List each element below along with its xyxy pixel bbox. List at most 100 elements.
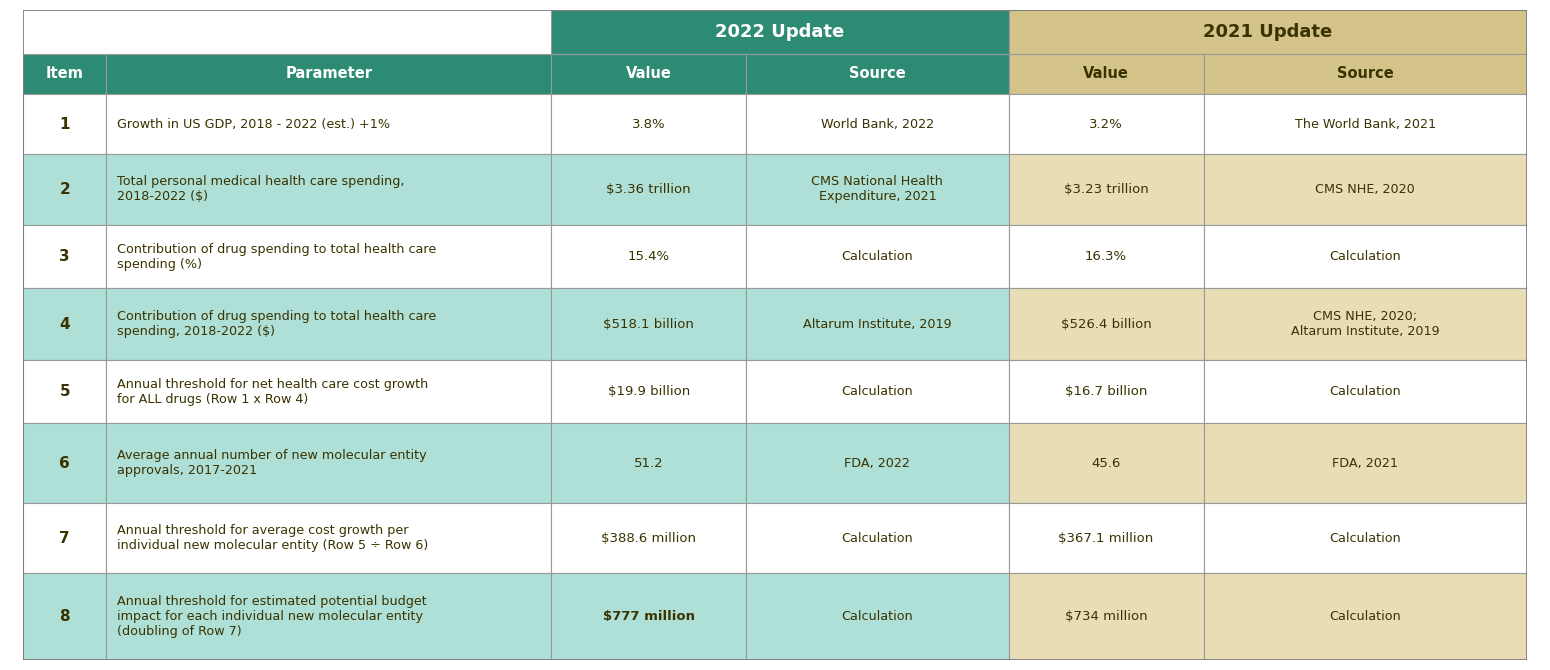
Text: 4: 4 <box>59 317 70 332</box>
Bar <box>23 10 552 54</box>
Bar <box>105 503 552 573</box>
Text: 5: 5 <box>59 384 70 399</box>
Text: $388.6 million: $388.6 million <box>601 532 696 545</box>
Text: $16.7 billion: $16.7 billion <box>1065 385 1147 398</box>
Bar <box>1009 503 1204 573</box>
Text: $734 million: $734 million <box>1065 610 1147 623</box>
Text: $526.4 billion: $526.4 billion <box>1060 318 1152 330</box>
Bar <box>552 503 747 573</box>
Text: Value: Value <box>626 66 671 82</box>
Text: Annual threshold for estimated potential budget
impact for each individual new m: Annual threshold for estimated potential… <box>116 595 426 638</box>
Text: Calculation: Calculation <box>842 385 913 398</box>
Text: CMS NHE, 2020: CMS NHE, 2020 <box>1316 183 1415 196</box>
Bar <box>1204 423 1527 503</box>
Text: Contribution of drug spending to total health care
spending, 2018-2022 ($): Contribution of drug spending to total h… <box>116 310 436 338</box>
Bar <box>747 94 1009 153</box>
Text: $777 million: $777 million <box>603 610 694 623</box>
Text: Calculation: Calculation <box>842 250 913 263</box>
Bar <box>1009 289 1204 360</box>
Bar <box>1009 54 1204 94</box>
Bar <box>23 360 105 423</box>
Text: 6: 6 <box>59 456 70 471</box>
Bar <box>23 573 105 660</box>
Bar <box>105 360 552 423</box>
Bar <box>23 225 105 289</box>
Bar <box>105 225 552 289</box>
Bar <box>1204 503 1527 573</box>
Text: Calculation: Calculation <box>842 610 913 623</box>
Text: 3.2%: 3.2% <box>1090 117 1122 131</box>
Bar <box>1204 573 1527 660</box>
Bar <box>1204 153 1527 225</box>
Bar <box>747 360 1009 423</box>
Bar <box>23 289 105 360</box>
Text: World Bank, 2022: World Bank, 2022 <box>822 117 935 131</box>
Bar <box>105 423 552 503</box>
Bar <box>1204 360 1527 423</box>
Bar <box>747 225 1009 289</box>
Bar <box>552 289 747 360</box>
Bar <box>23 153 105 225</box>
Text: 16.3%: 16.3% <box>1085 250 1127 263</box>
Text: Value: Value <box>1083 66 1128 82</box>
Bar <box>23 423 105 503</box>
Text: $367.1 million: $367.1 million <box>1059 532 1153 545</box>
Bar <box>552 423 747 503</box>
Text: FDA, 2021: FDA, 2021 <box>1331 457 1398 470</box>
Bar <box>552 94 747 153</box>
Text: 7: 7 <box>59 531 70 545</box>
Text: Calculation: Calculation <box>1330 250 1401 263</box>
Bar <box>23 94 105 153</box>
Bar <box>747 573 1009 660</box>
Bar <box>1009 225 1204 289</box>
Bar <box>1204 54 1527 94</box>
Text: Growth in US GDP, 2018 - 2022 (est.) +1%: Growth in US GDP, 2018 - 2022 (est.) +1% <box>116 117 389 131</box>
Bar <box>747 423 1009 503</box>
Bar <box>1204 225 1527 289</box>
Text: 15.4%: 15.4% <box>628 250 670 263</box>
Text: The World Bank, 2021: The World Bank, 2021 <box>1294 117 1435 131</box>
Bar <box>552 225 747 289</box>
Text: 45.6: 45.6 <box>1091 457 1121 470</box>
Bar <box>552 10 1009 54</box>
Text: Altarum Institute, 2019: Altarum Institute, 2019 <box>803 318 952 330</box>
Bar <box>1009 423 1204 503</box>
Text: $3.36 trillion: $3.36 trillion <box>606 183 691 196</box>
Text: Parameter: Parameter <box>285 66 372 82</box>
Text: Source: Source <box>849 66 905 82</box>
Bar <box>1009 94 1204 153</box>
Bar <box>105 94 552 153</box>
Text: Calculation: Calculation <box>1330 532 1401 545</box>
Text: Source: Source <box>1336 66 1393 82</box>
Bar <box>1204 94 1527 153</box>
Bar <box>1009 360 1204 423</box>
Text: 2022 Update: 2022 Update <box>715 23 845 41</box>
Bar <box>1009 573 1204 660</box>
Bar <box>105 573 552 660</box>
Text: Contribution of drug spending to total health care
spending (%): Contribution of drug spending to total h… <box>116 243 436 271</box>
Text: Average annual number of new molecular entity
approvals, 2017-2021: Average annual number of new molecular e… <box>116 450 426 477</box>
Text: CMS NHE, 2020;
Altarum Institute, 2019: CMS NHE, 2020; Altarum Institute, 2019 <box>1291 310 1440 338</box>
Bar <box>23 503 105 573</box>
Text: FDA, 2022: FDA, 2022 <box>845 457 910 470</box>
Bar <box>105 54 552 94</box>
Text: Annual threshold for average cost growth per
individual new molecular entity (Ro: Annual threshold for average cost growth… <box>116 524 428 552</box>
Text: CMS National Health
Expenditure, 2021: CMS National Health Expenditure, 2021 <box>812 176 944 203</box>
Bar <box>747 54 1009 94</box>
Text: Total personal medical health care spending,
2018-2022 ($): Total personal medical health care spend… <box>116 176 405 203</box>
Bar <box>1009 10 1527 54</box>
Bar <box>552 573 747 660</box>
Bar <box>105 289 552 360</box>
Bar <box>747 289 1009 360</box>
Bar <box>23 54 105 94</box>
Bar <box>747 153 1009 225</box>
Text: Calculation: Calculation <box>1330 610 1401 623</box>
Text: $518.1 billion: $518.1 billion <box>603 318 694 330</box>
Text: 8: 8 <box>59 609 70 624</box>
Text: 2: 2 <box>59 182 70 197</box>
Bar <box>552 153 747 225</box>
Bar <box>105 153 552 225</box>
Bar <box>552 360 747 423</box>
Text: Calculation: Calculation <box>842 532 913 545</box>
Bar <box>747 503 1009 573</box>
